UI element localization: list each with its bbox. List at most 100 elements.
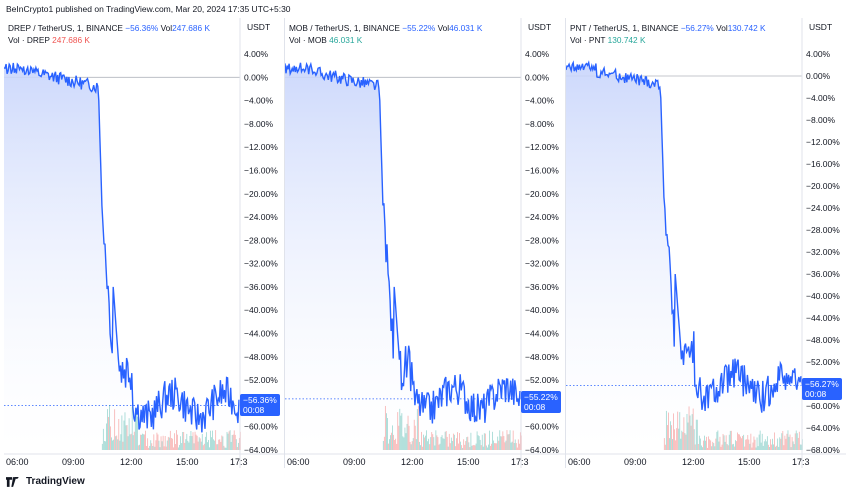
volume-bar bbox=[442, 438, 444, 450]
volume-bar bbox=[468, 442, 470, 450]
volume-bar bbox=[176, 430, 177, 450]
volume-bar bbox=[444, 431, 446, 450]
y-axis-label: −36.00% bbox=[806, 269, 840, 279]
unit-label: USDT bbox=[528, 22, 552, 32]
volume-bar bbox=[431, 432, 433, 450]
volume-bar bbox=[704, 435, 705, 450]
volume-bar bbox=[181, 443, 183, 450]
volume-bar bbox=[385, 413, 387, 450]
volume-bar bbox=[689, 415, 691, 450]
y-axis-label: −40.00% bbox=[525, 305, 559, 315]
volume-bar bbox=[204, 436, 206, 450]
volume-bar bbox=[179, 444, 180, 450]
volume-bar bbox=[724, 441, 726, 450]
volume-bar bbox=[165, 446, 167, 450]
volume-bar bbox=[159, 447, 161, 450]
volume-bar bbox=[707, 447, 708, 450]
volume-bar bbox=[491, 443, 492, 450]
volume-bar bbox=[458, 443, 459, 450]
volume-bar bbox=[113, 439, 115, 450]
volume-bar bbox=[225, 447, 227, 450]
y-axis-label: −36.00% bbox=[525, 282, 559, 292]
volume-bar bbox=[759, 430, 761, 450]
volume-bar bbox=[779, 437, 781, 450]
volume-bar bbox=[517, 439, 519, 450]
volume-bar bbox=[406, 423, 408, 450]
volume-bar bbox=[796, 433, 798, 450]
chart-panel-pnt[interactable]: 4.00% 0.00% −4.00% −8.00% −12.00% −16.00% −20.… bbox=[566, 18, 846, 468]
volume-bar bbox=[743, 434, 745, 450]
volume-bar bbox=[502, 431, 504, 450]
volume-bar bbox=[516, 447, 518, 450]
volume-bar bbox=[718, 441, 720, 450]
volume-bar bbox=[209, 447, 210, 450]
y-axis-label: −16.00% bbox=[525, 165, 559, 175]
volume-bar bbox=[484, 433, 486, 450]
volume-bar bbox=[780, 438, 782, 450]
x-axis-label: 15:00 bbox=[176, 457, 199, 467]
y-axis-label: −16.00% bbox=[244, 165, 278, 175]
volume-bar bbox=[155, 440, 157, 450]
volume-bar bbox=[729, 430, 731, 450]
y-axis-label: −68.00% bbox=[806, 445, 840, 455]
y-axis-label: −20.00% bbox=[806, 181, 840, 191]
symbol-label[interactable]: DREP / TetherUS, 1, BINANCE bbox=[8, 23, 123, 33]
volume-bar bbox=[397, 412, 399, 450]
symbol-label[interactable]: MOB / TetherUS, 1, BINANCE bbox=[289, 23, 400, 33]
vol-value: 247.686 K bbox=[172, 23, 210, 33]
chart-panel-mob[interactable]: 4.00% 0.00% −4.00% −8.00% −12.00% −16.00% −20.… bbox=[285, 18, 566, 468]
volume-bar bbox=[498, 440, 500, 450]
tradingview-brand[interactable]: TradingView bbox=[6, 476, 85, 487]
volume-bar bbox=[513, 443, 515, 450]
volume-bar bbox=[228, 431, 230, 450]
volume-bar bbox=[757, 446, 759, 450]
volume-bar bbox=[479, 439, 481, 450]
volume-bar bbox=[692, 408, 694, 450]
volume-bar bbox=[425, 435, 426, 450]
volume-bar bbox=[473, 444, 475, 450]
volume-bar bbox=[507, 434, 509, 450]
volume-bar bbox=[422, 446, 423, 450]
y-axis-label: −36.00% bbox=[244, 282, 278, 292]
volume-bar bbox=[518, 443, 520, 450]
volume-bar bbox=[793, 444, 795, 450]
symbol-label[interactable]: PNT / TetherUS, 1, BINANCE bbox=[570, 23, 679, 33]
volume-bar bbox=[409, 441, 411, 450]
volume-bar bbox=[434, 445, 436, 450]
volume-bar bbox=[760, 442, 762, 450]
volume-bar bbox=[452, 433, 454, 450]
volume-bar bbox=[477, 435, 479, 450]
volume-bar bbox=[746, 439, 748, 450]
x-axis-label: 17:3 bbox=[230, 457, 248, 467]
volume-bar bbox=[194, 431, 196, 450]
volume-bar bbox=[382, 440, 384, 450]
volume-bar bbox=[128, 418, 130, 450]
volume-bar bbox=[751, 447, 753, 450]
chart-panel-drep[interactable]: 4.00% 0.00% −4.00% −8.00% −12.00% −16.00% −20.… bbox=[4, 18, 285, 468]
volume-bar bbox=[408, 425, 410, 450]
price-badge-pnt: −56.27% 00:08 bbox=[802, 378, 842, 400]
volume-bar bbox=[772, 438, 773, 450]
x-axis-label: 09:00 bbox=[343, 457, 366, 467]
y-axis-label: −12.00% bbox=[525, 142, 559, 152]
volume-bar bbox=[511, 441, 513, 450]
y-axis-label: −44.00% bbox=[806, 313, 840, 323]
volume-bar bbox=[687, 422, 689, 450]
volume-bar bbox=[221, 435, 223, 450]
volume-bar bbox=[220, 441, 222, 450]
volume-bar bbox=[685, 434, 687, 450]
volume-bar bbox=[732, 443, 734, 450]
volume-bar bbox=[494, 443, 496, 450]
volume-bar bbox=[115, 436, 117, 450]
volume-bar bbox=[410, 444, 412, 450]
volume-bar bbox=[694, 444, 696, 450]
volume-bar bbox=[786, 433, 788, 450]
volume-bar bbox=[691, 414, 693, 450]
volume-bar bbox=[137, 445, 139, 450]
volume-bar bbox=[495, 443, 497, 450]
volume-bar bbox=[446, 436, 448, 450]
volume-bar bbox=[147, 438, 149, 450]
volume-bar bbox=[150, 440, 152, 450]
volume-bar bbox=[236, 447, 238, 450]
volume-bar bbox=[146, 446, 148, 450]
